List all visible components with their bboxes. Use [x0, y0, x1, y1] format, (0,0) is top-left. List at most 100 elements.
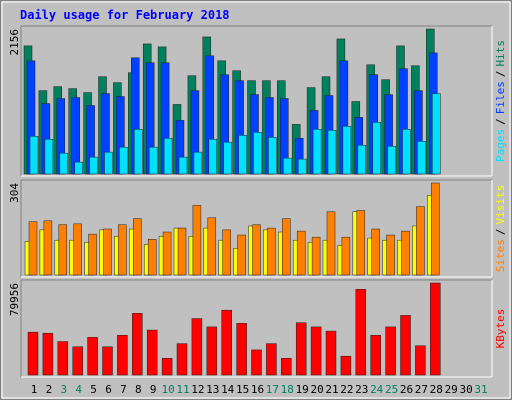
bar	[177, 227, 187, 276]
bar	[87, 337, 98, 376]
legend-entry: Files	[494, 81, 507, 114]
bar	[355, 289, 367, 376]
x-tick-label: 30	[459, 383, 472, 396]
bar	[326, 211, 336, 276]
bar	[118, 224, 127, 276]
bar	[238, 135, 247, 175]
bar	[267, 227, 276, 276]
bar	[251, 349, 262, 376]
x-tick-label: 6	[105, 383, 112, 396]
chart-title: Daily usage for February 2018	[20, 8, 230, 22]
x-tick-label: 3	[60, 383, 67, 396]
bar	[312, 129, 322, 175]
x-tick-label: 14	[221, 383, 235, 396]
bar	[401, 230, 410, 276]
bar	[371, 228, 380, 276]
bar	[74, 161, 83, 175]
bar	[325, 330, 337, 376]
bar	[400, 315, 411, 376]
bar	[104, 151, 113, 175]
bar	[132, 313, 143, 376]
legend: KBytes	[494, 309, 507, 349]
bar	[386, 234, 395, 276]
x-tick-label: 7	[120, 383, 127, 396]
x-tick-label: 27	[415, 383, 428, 396]
bar	[295, 322, 307, 376]
bar	[27, 331, 39, 376]
legend-separator: /	[494, 229, 507, 236]
bar	[43, 220, 53, 276]
bar	[431, 182, 440, 276]
bar	[372, 122, 381, 175]
y-tick-label: 79956	[8, 283, 21, 316]
bar	[236, 323, 247, 376]
y-tick-label: 2156	[8, 29, 21, 56]
bar	[89, 156, 98, 175]
bar	[134, 129, 143, 175]
bar	[88, 233, 97, 276]
bar	[29, 136, 39, 175]
bar	[281, 358, 292, 376]
legend: Sites / Visits	[494, 185, 507, 273]
bar	[206, 326, 218, 376]
legend-entry: KBytes	[494, 309, 507, 349]
bar	[146, 329, 158, 376]
bar	[432, 93, 441, 175]
x-tick-label: 20	[310, 383, 323, 396]
bar	[402, 129, 411, 175]
bar	[103, 228, 112, 276]
bar	[387, 145, 396, 175]
x-tick-label: 29	[445, 383, 458, 396]
bar	[161, 358, 173, 376]
x-tick-label: 1	[31, 383, 38, 396]
x-tick-label: 31	[474, 383, 487, 396]
bar	[327, 130, 337, 175]
bar	[252, 224, 261, 276]
x-tick-label: 9	[150, 383, 157, 396]
bar	[341, 236, 351, 276]
bar	[297, 158, 307, 175]
bar	[148, 146, 158, 175]
x-tick-label: 17	[266, 383, 279, 396]
bar	[356, 210, 366, 276]
x-tick-label: 10	[161, 383, 174, 396]
bar	[370, 335, 381, 376]
bar	[415, 345, 426, 376]
bar	[147, 239, 157, 276]
bar	[416, 206, 425, 276]
x-tick-label: 13	[206, 383, 219, 396]
bar	[117, 335, 128, 376]
legend-entry: Hits	[494, 40, 507, 67]
bar	[283, 157, 292, 175]
y-tick-label: 304	[8, 183, 21, 203]
legend-entry: Visits	[494, 185, 507, 225]
x-tick-label: 8	[135, 383, 142, 396]
bar	[176, 343, 188, 376]
bar	[342, 126, 352, 175]
bar	[28, 221, 38, 276]
bar	[58, 224, 68, 276]
legend-entry: Pages	[494, 129, 507, 162]
bar	[208, 138, 218, 175]
bar	[72, 346, 83, 376]
x-tick-label: 23	[355, 383, 368, 396]
x-tick-label: 28	[430, 383, 443, 396]
bar	[119, 146, 128, 175]
x-tick-label: 25	[385, 383, 398, 396]
bar	[57, 341, 69, 376]
bar	[296, 230, 306, 276]
x-tick-label: 22	[340, 383, 353, 396]
bar	[223, 141, 232, 175]
legend-separator: /	[494, 118, 507, 125]
x-tick-label: 19	[296, 383, 309, 396]
bar	[417, 140, 426, 175]
bar	[282, 218, 291, 276]
bar	[192, 205, 202, 276]
bar	[193, 151, 203, 175]
x-tick-label: 5	[90, 383, 97, 396]
bar	[253, 132, 262, 175]
bar	[178, 156, 188, 175]
bar	[133, 218, 142, 276]
bar	[311, 236, 321, 276]
